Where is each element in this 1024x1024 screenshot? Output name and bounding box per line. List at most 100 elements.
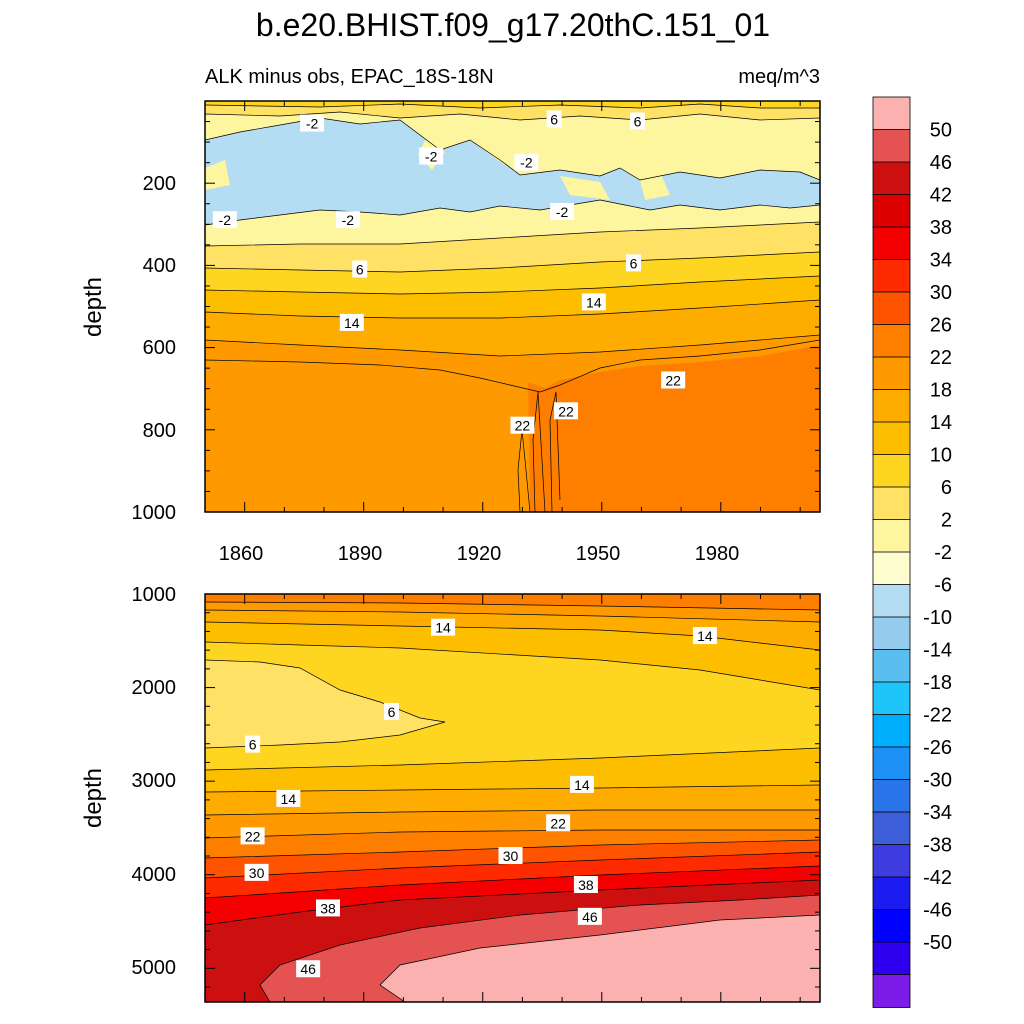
contour-label-box	[692, 627, 717, 645]
contour-label: 14	[339, 313, 364, 331]
colorbar-label: 26	[930, 315, 952, 337]
contour-label-box	[554, 402, 579, 420]
contour-label: -2	[419, 147, 444, 165]
y-tick-label: 1000	[132, 502, 177, 524]
contour-label-text: 6	[388, 704, 396, 720]
contour-label-text: 14	[697, 628, 713, 644]
colorbar-label: -42	[923, 867, 952, 889]
colorbar-swatch	[872, 226, 911, 261]
y-tick-label: 400	[143, 255, 176, 277]
colorbar-label: -10	[923, 607, 952, 629]
colorbar-swatch	[872, 519, 911, 553]
contour-label: 14	[692, 627, 717, 645]
colorbar-label: -50	[923, 932, 952, 954]
contour-label-text: 38	[578, 877, 594, 893]
contour-label-text: -2	[219, 212, 232, 228]
colorbar-label: -2	[934, 542, 952, 564]
contour-label-text: 6	[634, 114, 642, 130]
contour-label-box	[550, 202, 575, 220]
contour-label-box	[573, 876, 598, 894]
contour-label-text: 14	[435, 620, 451, 636]
colorbar-swatch	[872, 584, 911, 618]
contour-label-text: 14	[344, 315, 360, 331]
contour-label-box	[419, 147, 444, 165]
contour-label-box	[316, 899, 340, 917]
colorbar-labels: 50 46 42 38 34 30 26 22 18 14 10 6 2 -2 -6 -10 -14 -18 -22…	[923, 120, 952, 955]
bottom-y-tick-labels: 1000 2000 3000 4000 5000	[132, 584, 177, 979]
colorbar-swatch	[872, 941, 911, 976]
contour-label-text: -2	[306, 116, 319, 132]
contour-label: -2	[514, 153, 539, 171]
colorbar-swatch	[872, 616, 911, 651]
contour-label: 6	[546, 110, 562, 128]
panel-units: meq/m^3	[738, 66, 820, 88]
colorbar-swatch	[872, 129, 911, 163]
bottom-y-axis-label: depth	[80, 768, 107, 828]
contour-label-box	[276, 789, 301, 807]
contour-label-text: 30	[249, 865, 265, 881]
colorbar-label: 6	[941, 477, 952, 499]
contour-label: 14	[581, 293, 606, 311]
contour-label-box	[577, 907, 602, 925]
contour-label: -2	[300, 114, 325, 132]
y-tick-label: 200	[143, 173, 176, 195]
contour-label-box	[626, 254, 642, 272]
contour-label-box	[546, 110, 562, 128]
colorbar-swatch	[872, 454, 911, 488]
contour-label-box	[296, 960, 321, 978]
contour-label-text: 46	[582, 909, 598, 925]
colorbar-swatch	[872, 551, 911, 586]
contour-label-box	[498, 847, 523, 865]
contour-label: -2	[335, 211, 360, 229]
x-tick-label: 1920	[457, 543, 502, 565]
contour-label-box	[335, 211, 360, 229]
contour-label-text: 22	[550, 815, 566, 831]
contour-label: 6	[626, 254, 642, 272]
colorbar-swatch	[872, 974, 911, 1008]
top-x-tick-labels: 1860 1890 1920 1950 1980	[219, 543, 740, 565]
contour-label: 6	[245, 735, 261, 753]
colorbar-swatch	[872, 909, 911, 943]
contour-label-box	[339, 313, 364, 331]
contour-label-box	[514, 153, 539, 171]
colorbar-swatch	[872, 421, 911, 456]
top-panel	[204, 100, 821, 513]
x-tick-label: 1890	[338, 543, 383, 565]
contour-label: 30	[244, 863, 269, 881]
contour-label: 22	[554, 402, 579, 420]
colorbar-swatch	[872, 811, 911, 846]
contour-label-text: 6	[550, 111, 558, 127]
colorbar-label: 30	[930, 282, 952, 304]
bottom-panel	[204, 593, 821, 1003]
colorbar-swatch	[872, 194, 911, 228]
contour-label: 22	[240, 827, 265, 845]
colorbar-swatch	[872, 649, 911, 683]
x-tick-label: 1860	[219, 543, 264, 565]
colorbar-swatch	[872, 324, 911, 358]
colorbar-label: -14	[923, 640, 952, 662]
contour-label-box	[383, 702, 399, 720]
colorbar-label: -22	[923, 705, 952, 727]
colorbar-swatch	[872, 389, 911, 423]
colorbar-swatch	[872, 96, 911, 131]
contour-label-text: -2	[342, 212, 355, 228]
contour-labels: -2 6 6 -2 -2 -2 -2 -2 6 6 14 14 22 22 22 14 14 6 6 14 14 22 22…	[212, 110, 717, 978]
colorbar-swatch	[872, 356, 911, 391]
contour-label-box	[581, 293, 606, 311]
colorbar-label: 10	[930, 445, 952, 467]
contour-label: -2	[212, 211, 237, 229]
top-contour-lines	[205, 103, 820, 512]
contour-label-text: -2	[520, 155, 533, 171]
contour-label-text: 6	[249, 737, 257, 753]
colorbar-label: 34	[930, 250, 952, 272]
top-y-tick-labels: 200 400 600 800 1000	[132, 173, 177, 524]
colorbar-label: -6	[934, 575, 952, 597]
colorbar-label: -30	[923, 770, 952, 792]
contour-label-text: 14	[574, 777, 590, 793]
contour-label: 6	[352, 260, 368, 278]
contour-label-box	[244, 863, 269, 881]
contour-label-box	[629, 112, 645, 130]
contour-label: 22	[546, 814, 571, 832]
contour-label: 38	[573, 876, 598, 894]
colorbar-swatch	[872, 259, 911, 293]
